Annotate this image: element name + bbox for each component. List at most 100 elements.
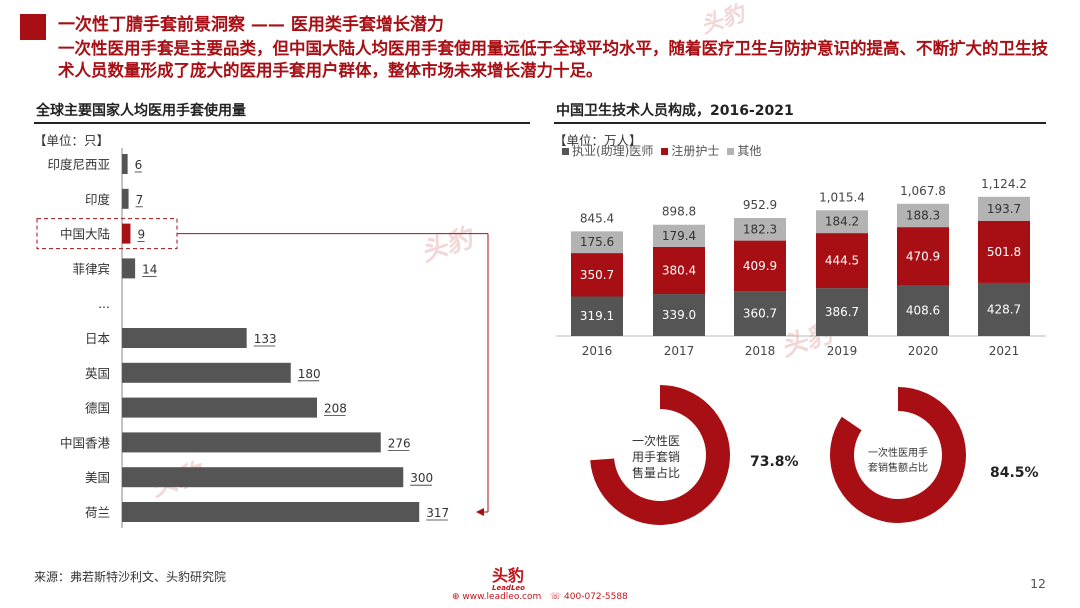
bar-category-label: 日本: [85, 331, 111, 346]
bar-value-label: 9: [137, 228, 145, 242]
legend-swatch: [727, 148, 735, 155]
column-category-label: 2016: [582, 344, 613, 358]
legend-label: 执业(助理)医师: [572, 144, 654, 158]
phone-icon: ☏: [549, 592, 562, 602]
category-ellipsis: ...: [98, 296, 110, 311]
source-note: 来源：弗若斯特沙利文、头豹研究院: [34, 570, 227, 584]
column-segment-label: 428.7: [987, 302, 1021, 316]
right-title-rule: [554, 122, 1046, 124]
legend-label: 其他: [737, 144, 762, 158]
column-segment: [978, 196, 1030, 221]
legend-label: 注册护士: [671, 144, 720, 158]
column-segment-label: 350.7: [580, 268, 614, 282]
donut-label-line: 套销售额占比: [868, 463, 928, 474]
bar-value-label: 317: [426, 506, 449, 520]
bar-category-label: 印度: [85, 192, 111, 207]
bar-value-label: 6: [135, 158, 143, 172]
bar: [122, 467, 404, 488]
column-segment-label: 193.7: [987, 202, 1021, 216]
donut-label-line: 一次性医: [631, 434, 680, 448]
brand-logo-sub: LeadLeo: [492, 584, 525, 592]
brand-logo-text: 头豹: [492, 566, 525, 585]
column-category-label: 2020: [908, 344, 939, 358]
connector-arrow: [476, 508, 484, 516]
column-segment-label: 408.6: [906, 304, 940, 318]
bar-value-label: 7: [136, 193, 144, 207]
stacked-chart-legend: 执业(助理)医师 注册护士 其他: [562, 142, 769, 159]
bar: [122, 362, 291, 383]
bar-category-label: 中国香港: [60, 435, 111, 450]
legend-item: 执业(助理)医师: [562, 144, 653, 158]
column-total-label: 1,124.2: [981, 177, 1027, 191]
left-title-rule: [34, 122, 530, 124]
column-segment-label: 319.1: [580, 309, 614, 323]
right-unit-label: 【单位：万人】: [554, 133, 642, 148]
footer-phone: 400-072-5588: [564, 592, 628, 602]
donut-value-label: 73.8%: [750, 454, 799, 470]
column-segment: [571, 231, 623, 254]
column-total-label: 898.8: [662, 205, 696, 219]
left-unit-label: 【单位：只】: [34, 133, 110, 148]
bar: [122, 328, 247, 348]
column-category-label: 2017: [664, 344, 695, 358]
bar-highlight: [122, 223, 131, 244]
left-chart-title: 全球主要国家人均医用手套使用量: [36, 103, 246, 119]
column-segment: [653, 294, 705, 336]
title-marker: [20, 14, 46, 40]
column-segment-label: 179.4: [662, 229, 696, 243]
column-segment-label: 380.4: [662, 263, 696, 277]
bar-category-label: 荷兰: [85, 505, 110, 520]
page-title: 一次性丁腈手套前景洞察 —— 医用类手套增长潜力: [58, 15, 444, 35]
bar-category-label: 德国: [85, 401, 110, 416]
bar-value-label: 208: [324, 402, 347, 416]
bar-value-label: 14: [142, 262, 157, 276]
column-segment-label: 184.2: [825, 215, 859, 229]
column-segment-label: 444.5: [825, 254, 859, 268]
column-segment: [571, 296, 623, 336]
column-segment: [978, 282, 1030, 336]
donut-label-line: 售量占比: [631, 466, 680, 480]
bar-value-label: 133: [254, 332, 277, 346]
column-total-label: 1,067.8: [900, 184, 946, 198]
donut-label-line: 用手套销: [631, 450, 680, 464]
column-segment: [897, 203, 949, 228]
column-segment: [816, 210, 868, 234]
donut-sales-value-label: 一次性医用手 套销售额占比: [858, 446, 938, 476]
donut-slice: [830, 387, 967, 523]
footer-contact: ⊕ www.leadleo.com ☏ 400-072-5588: [452, 592, 628, 602]
legend-item: 注册护士: [661, 144, 719, 158]
bar-category-label: 中国大陆: [60, 227, 110, 242]
brand-logo: 头豹 LeadLeo: [492, 562, 525, 592]
donut-label-line: 一次性医用手: [868, 448, 928, 459]
bar-category-label: 印度尼西亚: [47, 157, 110, 172]
bar-value-label: 276: [388, 436, 411, 450]
column-total-label: 952.9: [743, 198, 777, 212]
column-segment: [734, 218, 786, 241]
legend-item: 其他: [727, 144, 761, 158]
column-segment-label: 339.0: [662, 308, 696, 322]
column-category-label: 2021: [989, 344, 1020, 358]
column-segment: [734, 240, 786, 292]
globe-icon: ⊕: [452, 592, 460, 602]
donut-slice: [590, 385, 730, 525]
column-total-label: 1,015.4: [819, 190, 865, 204]
column-segment: [653, 224, 705, 247]
column-segment: [734, 291, 786, 336]
column-segment: [653, 246, 705, 295]
column-segment-label: 409.9: [743, 259, 777, 273]
column-segment: [978, 220, 1030, 283]
column-category-label: 2018: [745, 344, 776, 358]
column-segment-label: 470.9: [906, 249, 940, 263]
page-number: 12: [1030, 576, 1046, 591]
bar: [122, 258, 136, 279]
column-segment-label: 501.8: [987, 245, 1021, 259]
bar: [122, 502, 420, 522]
column-segment-label: 188.3: [906, 208, 940, 222]
column-segment: [897, 227, 949, 286]
footer-website[interactable]: www.leadleo.com: [462, 592, 542, 602]
bar-value-label: 180: [298, 367, 321, 381]
column-segment: [571, 253, 623, 297]
column-segment: [816, 288, 868, 336]
column-total-label: 845.4: [580, 211, 614, 225]
